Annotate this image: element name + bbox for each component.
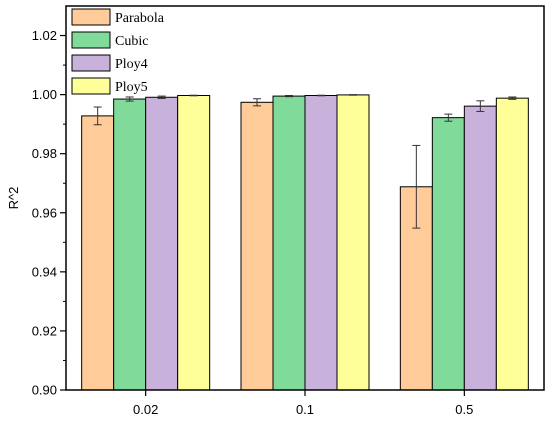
legend-label: Ploy5 xyxy=(115,80,148,95)
bars-layer xyxy=(81,94,529,391)
legend-label: Parabola xyxy=(115,11,165,26)
y-tick-label: 0.96 xyxy=(32,205,57,220)
bar-ploy4-0.1 xyxy=(304,95,338,391)
y-ticks-layer: 0.90 0.92 0.94 0.96 0.98 1.00 1.02 xyxy=(32,28,66,398)
error-bars-layer xyxy=(93,94,517,229)
bar-ploy5-0.02 xyxy=(177,95,211,391)
x-tick-label: 0.5 xyxy=(455,402,473,417)
bar-ploy5-0.5 xyxy=(495,97,529,391)
bar-cubic-0.1 xyxy=(272,95,306,391)
y-tick-label: 1.00 xyxy=(32,87,57,102)
legend: Parabola Cubic Ploy4 Ploy5 xyxy=(71,8,165,95)
legend-swatch xyxy=(71,77,111,95)
bar-cubic-0.02 xyxy=(113,98,147,391)
y-tick-label: 0.98 xyxy=(32,146,57,161)
y-axis-title: R^2 xyxy=(6,187,21,210)
x-tick-label: 0.02 xyxy=(133,402,158,417)
bar-ploy4-0.02 xyxy=(145,96,179,391)
y-tick-label: 0.90 xyxy=(32,383,57,398)
x-ticks-layer: 0.02 0.1 0.5 xyxy=(133,390,473,417)
legend-label: Cubic xyxy=(115,34,148,49)
legend-swatch xyxy=(71,54,111,72)
x-tick-label: 0.1 xyxy=(296,402,314,417)
bar-ploy5-0.1 xyxy=(336,94,370,391)
legend-swatch xyxy=(71,31,111,49)
bar-cubic-0.5 xyxy=(431,117,465,391)
legend-swatch xyxy=(71,8,111,26)
bar-ploy4-0.5 xyxy=(463,105,497,391)
bar-parabola-0.02 xyxy=(81,115,115,391)
y-tick-label: 1.02 xyxy=(32,28,57,43)
y-tick-label: 0.94 xyxy=(32,264,57,279)
bar-parabola-0.1 xyxy=(240,101,274,391)
legend-label: Ploy4 xyxy=(115,57,148,72)
y-tick-label: 0.92 xyxy=(32,323,57,338)
